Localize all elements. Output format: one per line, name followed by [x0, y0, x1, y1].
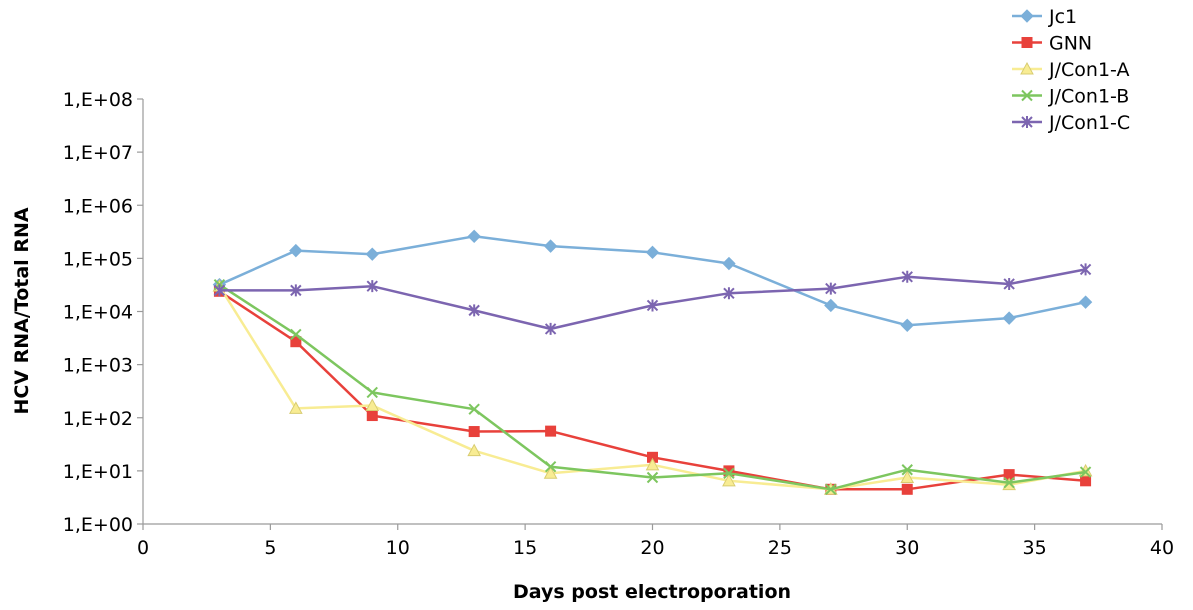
data-point-jc1 [824, 298, 838, 313]
x-tick-label: 0 [137, 537, 149, 559]
data-point-gnn [1080, 475, 1092, 487]
x-axis-title: Days post electroporation [513, 581, 791, 603]
data-point-jc1 [1078, 295, 1093, 309]
data-point-j-con1-b [646, 471, 659, 484]
data-point-j-con1-b [544, 460, 557, 473]
x-tick-label: 15 [513, 537, 537, 559]
legend: Jc1 GNN J/Con1-A J/Con1-B J/Con1-C [1012, 6, 1130, 134]
legend-marker [1021, 89, 1033, 102]
legend-label: J/Con1-B [1048, 86, 1129, 108]
data-point-jc1 [1002, 311, 1016, 325]
y-axis-title: HCV RNA/Total RNA [11, 207, 33, 414]
x-tick-label: 10 [386, 537, 410, 559]
data-point-j-con1-c [723, 287, 735, 300]
y-tick-label: 1,E+07 [63, 142, 133, 164]
legend-marker [1020, 9, 1034, 23]
data-point-j-con1-c [468, 304, 480, 317]
legend-label: J/Con1-C [1048, 112, 1130, 134]
data-point-j-con1-c [213, 284, 226, 297]
data-point-j-con1-b [1003, 476, 1015, 489]
series-lines [212, 229, 1093, 496]
data-point-j-con1-c [901, 270, 913, 283]
data-point-gnn [545, 425, 557, 437]
series-j-con1-b [213, 278, 1092, 496]
legend-item-j-con1-b: J/Con1-B [1012, 86, 1129, 108]
data-point-j-con1-a [722, 473, 736, 487]
data-point-j-con1-c [825, 282, 837, 295]
data-point-j-con1-b [723, 467, 735, 480]
data-point-j-con1-a [900, 470, 915, 484]
data-point-jc1 [543, 239, 558, 253]
legend-item-jc1: Jc1 [1012, 6, 1077, 28]
axes: 1,E+00 1,E+01 1,E+02 1,E+03 1,E+04 1,E+05 1,E+… [63, 89, 1174, 559]
series-j-con1-a [212, 279, 1093, 495]
legend-label: J/Con1-A [1048, 59, 1129, 81]
y-tick-label: 1,E+03 [63, 355, 133, 377]
x-tick-label: 30 [895, 537, 919, 559]
x-tick-label: 25 [768, 537, 792, 559]
y-tick-label: 1,E+04 [63, 302, 133, 324]
data-point-gnn [290, 336, 302, 348]
data-point-jc1 [289, 243, 303, 258]
legend-label: GNN [1049, 33, 1092, 55]
data-point-j-con1-c [1079, 263, 1092, 276]
y-tick-label: 1,E+01 [63, 461, 133, 483]
x-tick-label: 40 [1150, 537, 1174, 559]
y-tick-label: 1,E+05 [63, 248, 133, 270]
data-point-j-con1-c [646, 299, 659, 312]
data-point-j-con1-b [901, 464, 913, 476]
data-point-j-con1-a [365, 398, 380, 412]
legend-item-gnn: GNN [1012, 33, 1092, 55]
data-point-jc1 [722, 256, 736, 271]
data-point-j-con1-c [1003, 277, 1015, 290]
y-tick-label: 1,E+06 [63, 195, 133, 217]
x-tick-label: 5 [264, 537, 276, 559]
series-gnn [213, 285, 1092, 495]
series-j-con1-c [213, 263, 1092, 335]
legend-item-j-con1-a: J/Con1-A [1012, 59, 1129, 81]
y-tick-label: 1,E+02 [63, 408, 133, 430]
data-point-jc1 [645, 245, 660, 260]
legend-marker [1021, 116, 1033, 128]
data-point-j-con1-c [290, 284, 302, 297]
data-point-jc1 [900, 318, 914, 333]
data-point-j-con1-b [468, 403, 480, 415]
data-point-j-con1-a [289, 401, 303, 414]
x-tick-label: 35 [1023, 537, 1047, 559]
legend-label: Jc1 [1048, 6, 1077, 28]
data-point-j-con1-a [467, 443, 482, 457]
legend-marker [1020, 61, 1034, 75]
x-tick-label: 20 [640, 537, 664, 559]
legend-marker [1021, 37, 1033, 48]
data-point-j-con1-c [366, 280, 378, 293]
data-point-gnn [366, 410, 378, 422]
data-point-gnn [901, 483, 913, 495]
data-point-j-con1-b [825, 483, 837, 496]
data-point-j-con1-b [1079, 466, 1092, 478]
data-point-j-con1-b [366, 386, 378, 399]
legend-item-j-con1-c: J/Con1-C [1012, 112, 1130, 134]
data-point-j-con1-b [290, 328, 302, 341]
data-point-jc1 [365, 247, 379, 261]
y-tick-label: 1,E+00 [63, 514, 133, 536]
data-point-gnn [468, 426, 480, 438]
series-jc1 [212, 229, 1093, 333]
data-point-j-con1-a [645, 457, 660, 471]
y-tick-label: 1,E+08 [63, 89, 133, 111]
data-point-j-con1-a [543, 466, 558, 479]
series-line-j-con1-c [219, 268, 1086, 331]
data-point-j-con1-c [544, 322, 557, 335]
data-point-jc1 [467, 229, 481, 244]
